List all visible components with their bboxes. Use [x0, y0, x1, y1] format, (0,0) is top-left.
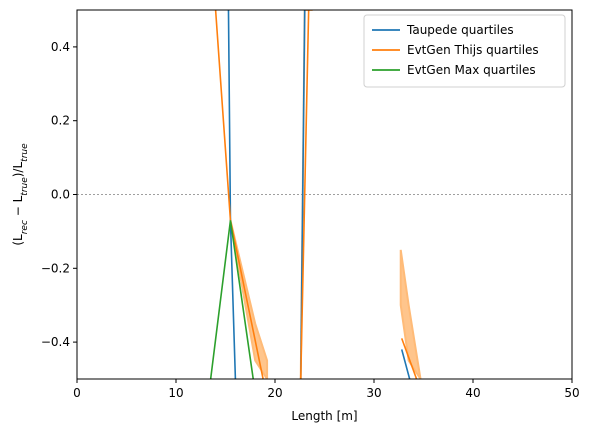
legend-label-taupede: Taupede quartiles [406, 23, 514, 37]
quartile-band-series-1 [399, 249, 422, 379]
legend-label-evtgen-max: EvtGen Max quartiles [407, 63, 536, 77]
x-axis: 0 10 20 30 40 50 [73, 379, 580, 400]
y-label-part-1: (L [11, 234, 25, 246]
y-tick-label: 0.4 [51, 40, 70, 54]
x-tick-label: 10 [168, 386, 183, 400]
x-tick-label: 0 [73, 386, 81, 400]
x-axis-label: Length [m] [291, 409, 357, 423]
legend: Taupede quartiles EvtGen Thijs quartiles… [363, 14, 566, 88]
y-tick-label: 0.0 [51, 188, 70, 202]
quartile-band-series-1 [229, 220, 269, 379]
x-tick-label: 30 [366, 386, 381, 400]
series-line-0 [400, 349, 411, 379]
y-tick-label: −0.2 [41, 261, 70, 275]
y-label-part-2: rec [20, 220, 30, 234]
y-label-part-3: − L [11, 195, 25, 220]
x-tick-label: 40 [465, 386, 480, 400]
y-axis-label: (Lrec − Ltrue)/Ltrue [11, 143, 30, 246]
series-line-1 [299, 10, 310, 379]
series-line-1 [400, 338, 418, 379]
legend-label-evtgen-thijs: EvtGen Thijs quartiles [407, 43, 539, 57]
x-tick-label: 50 [564, 386, 579, 400]
y-tick-label: −0.4 [41, 335, 70, 349]
y-label-part-5: )/L [11, 162, 25, 178]
y-tick-label: 0.2 [51, 114, 70, 128]
y-label-part-6: true [20, 143, 30, 162]
legend-box [363, 14, 566, 88]
x-tick-label: 20 [267, 386, 282, 400]
y-axis: −0.4 −0.2 0.0 0.2 0.4 [41, 40, 77, 349]
series-line-2 [209, 220, 255, 379]
y-label-part-4: true [20, 177, 30, 196]
lines-layer [209, 10, 418, 379]
